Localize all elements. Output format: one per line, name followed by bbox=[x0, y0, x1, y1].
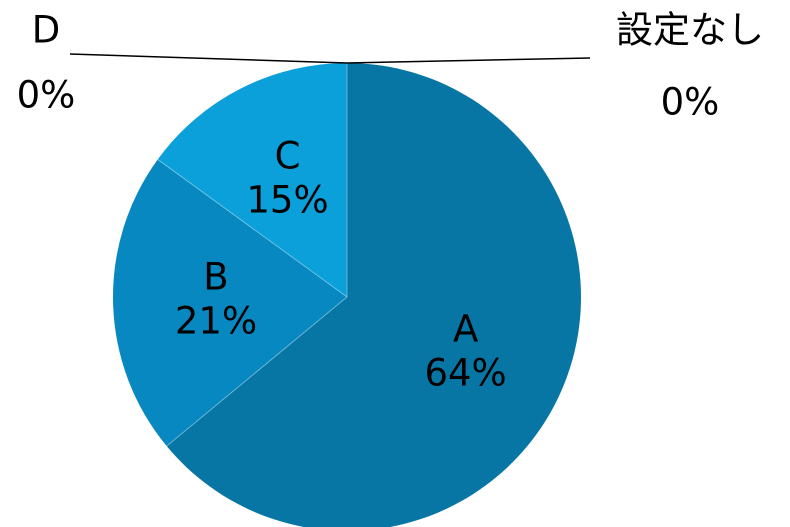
data-label-value-c: 15% bbox=[246, 179, 328, 222]
leader-line-d bbox=[69, 53, 348, 64]
slice-separator bbox=[157, 159, 348, 298]
data-labels: A64% B21% C15% D 0% 設定なし 0% bbox=[17, 9, 764, 395]
data-label-category-d: D bbox=[32, 9, 61, 52]
data-label-category-a: A bbox=[453, 307, 478, 350]
leader-lines bbox=[69, 53, 591, 64]
data-label-value-category-4: 0% bbox=[661, 81, 720, 124]
data-label-value-b: 21% bbox=[175, 300, 257, 343]
pie-slice-c bbox=[157, 63, 347, 297]
pie-slices bbox=[112, 63, 581, 527]
slice-separators bbox=[157, 63, 348, 447]
pie-slice-b bbox=[112, 159, 347, 447]
data-label-category-c: C bbox=[275, 135, 301, 178]
slice-separator bbox=[166, 296, 348, 447]
leader-line-category-4 bbox=[346, 57, 591, 64]
data-label-value-d: 0% bbox=[17, 74, 76, 117]
pie-slice-a bbox=[166, 63, 581, 527]
data-label-category-category-4: 設定なし bbox=[616, 9, 764, 52]
data-label-value-a: 64% bbox=[424, 351, 506, 394]
data-label-category-b: B bbox=[203, 256, 228, 299]
